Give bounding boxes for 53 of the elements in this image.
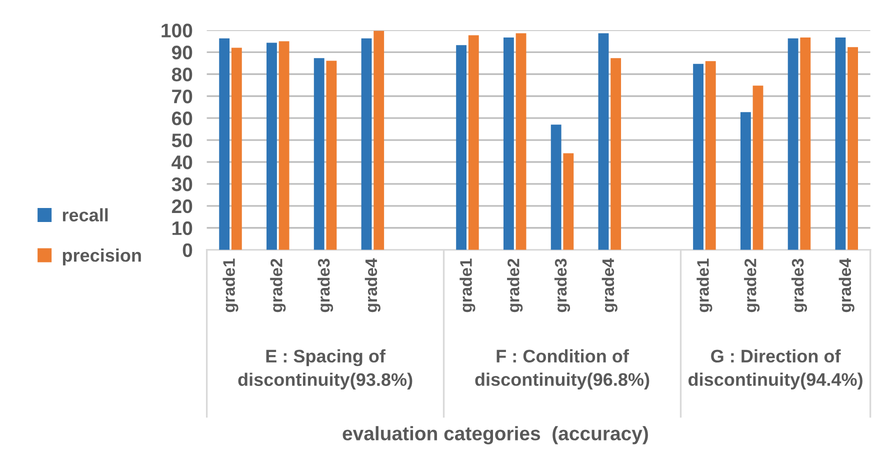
y-tick-label: 40 [172,155,192,170]
x-tick-label: grade3 [554,258,570,312]
bar [550,124,562,250]
bar [800,37,811,250]
y-tick-label: 10 [172,221,192,236]
y-tick-label: 20 [172,199,192,214]
x-tick-label: grade2 [270,258,286,312]
y-tick-label: 80 [172,68,192,82]
text: E : Spacing of discontinuity(93.8%) [238,349,412,390]
bar [835,37,846,250]
legend-label: recall [62,208,108,222]
bar [266,42,277,250]
bar [326,60,337,250]
text: evaluation categories (accuracy) [342,426,648,444]
text: G : Direction of discontinuity(94.4%) [688,349,862,390]
x-tick-label: grade4 [838,258,854,312]
x-tick-label: grade1 [460,258,476,312]
bar [219,38,230,250]
bar [705,61,716,250]
bar [693,64,704,250]
y-tick-label: 90 [172,46,192,60]
y-tick-label: 30 [172,177,192,192]
bar [848,47,858,250]
x-tick-label: grade3 [317,258,334,312]
bar [516,33,526,250]
bar [503,37,514,250]
bar [610,58,622,250]
x-tick-label: grade1 [222,258,238,312]
y-tick-label: 0 [182,243,192,258]
bar [278,41,290,250]
x-tick-label: grade1 [696,258,712,312]
bar [374,30,384,250]
bar [752,86,764,250]
legend-label: precision [62,248,141,266]
bar [740,112,751,250]
text: F : Condition of discontinuity(96.8%) [475,349,650,390]
bar [563,153,574,250]
y-tick-label: 100 [162,24,192,38]
y-tick-label: 70 [172,90,192,104]
bar [361,38,372,250]
y-tick-label: 60 [172,112,192,126]
x-tick-label: grade4 [602,258,618,312]
bar [468,35,479,250]
bar [314,58,324,250]
bar [456,45,467,250]
y-tick-label: 50 [172,134,192,148]
x-tick-label: grade3 [791,258,808,312]
bar [788,38,798,250]
x-tick-label: grade2 [744,258,760,312]
x-tick-label: grade4 [364,258,380,312]
x-tick-label: grade2 [507,258,523,312]
bar [231,48,242,250]
bar [598,33,609,250]
